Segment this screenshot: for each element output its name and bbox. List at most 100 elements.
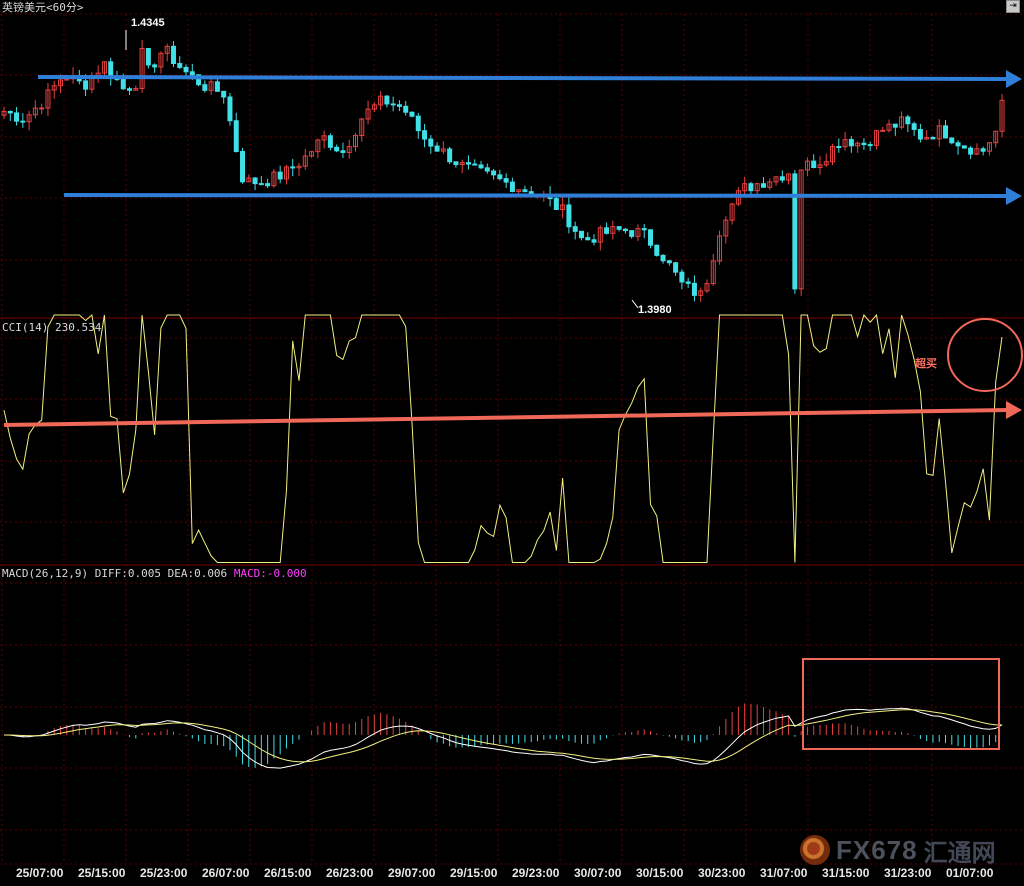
candle-up bbox=[315, 139, 321, 153]
candle-up bbox=[365, 108, 371, 120]
candle-up bbox=[45, 89, 51, 109]
support-arrow-line bbox=[63, 193, 1009, 198]
x-tick-label: 29/23:00 bbox=[512, 866, 560, 880]
candle-down bbox=[277, 171, 283, 180]
candle-up bbox=[158, 52, 164, 68]
candle-down bbox=[233, 120, 239, 153]
cci-value: 230.534 bbox=[54, 321, 102, 334]
candle-down bbox=[465, 162, 471, 165]
candle-down bbox=[691, 282, 697, 296]
x-tick-label: 29/07:00 bbox=[388, 866, 436, 880]
x-tick-label: 01/07:00 bbox=[946, 866, 994, 880]
expand-icon[interactable]: ⇥ bbox=[1006, 0, 1020, 13]
x-tick-label: 25/07:00 bbox=[16, 866, 64, 880]
candle-up bbox=[817, 164, 823, 169]
cci-trend-arrow-head bbox=[1006, 401, 1022, 419]
candle-down bbox=[453, 161, 459, 166]
support-arrow-head bbox=[1006, 187, 1022, 205]
x-tick-label: 25/23:00 bbox=[140, 866, 188, 880]
candle-down bbox=[604, 227, 610, 234]
candle-down bbox=[949, 137, 955, 144]
macd-diff: DIFF:0.005 bbox=[94, 567, 161, 580]
overbought-circle bbox=[947, 318, 1023, 392]
candle-down bbox=[980, 148, 986, 152]
macd-header: MACD(26,12,9) DIFF:0.005 DEA:0.006 MACD:… bbox=[2, 567, 307, 580]
candle-up bbox=[798, 169, 804, 290]
candle-down bbox=[214, 81, 220, 92]
x-tick-label: 26/23:00 bbox=[326, 866, 374, 880]
low-marker-line bbox=[631, 299, 639, 309]
macd-value: MACD:-0.000 bbox=[233, 567, 307, 580]
low-price-label: 1.3980 bbox=[638, 304, 672, 316]
x-tick-label: 26/15:00 bbox=[264, 866, 312, 880]
candle-up bbox=[880, 129, 886, 132]
candle-up bbox=[346, 146, 352, 153]
candle-down bbox=[585, 237, 591, 241]
candle-down bbox=[145, 47, 151, 66]
candle-down bbox=[422, 130, 428, 140]
candle-up bbox=[717, 235, 723, 262]
candle-up bbox=[302, 155, 308, 167]
candle-down bbox=[258, 183, 264, 186]
candle-down bbox=[221, 90, 227, 98]
candle-down bbox=[183, 66, 189, 73]
candle-up bbox=[560, 204, 566, 211]
candle-down bbox=[943, 125, 949, 139]
macd-highlight-box bbox=[802, 658, 1000, 750]
candle-down bbox=[202, 84, 208, 91]
candle-up bbox=[440, 148, 446, 152]
cci-header: CCI(14) 230.534 bbox=[2, 321, 101, 334]
candle-down bbox=[648, 229, 654, 246]
candle-down bbox=[566, 204, 572, 228]
candle-down bbox=[660, 254, 666, 262]
candle-down bbox=[227, 96, 233, 122]
candle-down bbox=[127, 88, 133, 91]
candle-down bbox=[968, 147, 974, 155]
candle-up bbox=[371, 104, 377, 110]
high-price-label: 1.4345 bbox=[131, 17, 165, 29]
price-candles bbox=[1, 39, 1005, 302]
candle-down bbox=[779, 176, 785, 181]
candle-up bbox=[710, 260, 716, 285]
x-tick-label: 31/07:00 bbox=[760, 866, 808, 880]
candle-down bbox=[836, 145, 842, 148]
candle-up bbox=[830, 145, 836, 163]
candle-up bbox=[993, 130, 999, 144]
candle-down bbox=[108, 61, 114, 78]
candle-down bbox=[917, 128, 923, 140]
x-tick-label: 30/07:00 bbox=[574, 866, 622, 880]
watermark-brand: FX678 bbox=[836, 834, 918, 865]
candle-down bbox=[666, 260, 672, 264]
candle-down bbox=[591, 239, 597, 243]
candle-up bbox=[610, 226, 616, 234]
candle-up bbox=[704, 283, 710, 292]
macd-histogram bbox=[9, 703, 1003, 768]
x-tick-label: 30/23:00 bbox=[698, 866, 746, 880]
candle-up bbox=[899, 116, 905, 128]
candle-up bbox=[359, 118, 365, 137]
candle-down bbox=[616, 226, 622, 230]
candle-up bbox=[786, 173, 792, 181]
candle-down bbox=[792, 173, 798, 290]
candle-down bbox=[503, 178, 509, 183]
candle-up bbox=[271, 171, 277, 187]
candle-down bbox=[7, 110, 13, 114]
cci-line bbox=[3, 313, 1003, 563]
overbought-annotation: 超买 bbox=[915, 357, 937, 370]
candle-down bbox=[911, 123, 917, 130]
candle-up bbox=[39, 107, 45, 110]
trend-annotations bbox=[3, 30, 1023, 750]
candle-down bbox=[961, 145, 967, 149]
candle-down bbox=[327, 135, 333, 148]
candle-up bbox=[936, 125, 942, 140]
macd-name: MACD(26,12,9) bbox=[2, 567, 89, 580]
x-tick-label: 29/15:00 bbox=[450, 866, 498, 880]
x-tick-label: 30/15:00 bbox=[636, 866, 684, 880]
x-axis-labels: 25/07:00 25/15:00 25/23:00 26/07:00 26/15:00… bbox=[0, 866, 1024, 884]
candle-down bbox=[240, 151, 246, 183]
candle-up bbox=[773, 176, 779, 183]
watermark-cn: 汇通网 bbox=[923, 838, 996, 867]
candle-up bbox=[999, 99, 1005, 132]
candle-up bbox=[855, 142, 861, 147]
